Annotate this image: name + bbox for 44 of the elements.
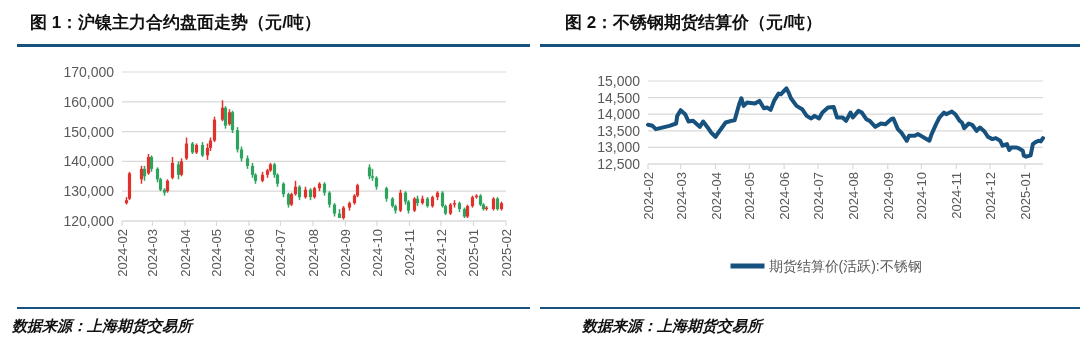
x-tick-label: 2025-02: [499, 229, 514, 277]
line-series: [646, 86, 1045, 159]
chart-title: 图 1：沪镍主力合约盘面走势（元/吨）: [30, 13, 321, 32]
x-tick-label: 2024-12: [433, 229, 449, 277]
y-tick-label: 13,000: [597, 139, 641, 156]
x-tick-label: 2024-11: [949, 172, 965, 219]
y-tick-label: 140,000: [63, 153, 115, 170]
source-note: 数据来源：上海期货交易所: [11, 317, 195, 334]
y-tick-label: 160,000: [63, 93, 115, 110]
y-tick-label: 130,000: [63, 183, 115, 200]
y-tick-label: 150,000: [63, 123, 115, 140]
source-note: 数据来源：上海期货交易所: [581, 317, 765, 334]
x-tick-label: 2024-02: [115, 229, 130, 277]
x-tick-label: 2024-04: [708, 172, 724, 220]
y-tick-label: 13,500: [597, 122, 641, 139]
x-tick-label: 2024-12: [983, 172, 999, 220]
x-tick-label: 2024-05: [209, 229, 225, 277]
y-tick-label: 12,500: [597, 156, 641, 172]
x-tick-label: 2025-01: [466, 229, 482, 277]
y-tick-label: 14,500: [597, 89, 641, 106]
legend: 期货结算价(活跃):不锈钢: [730, 258, 922, 274]
x-tick-label: 2024-08: [305, 229, 321, 277]
x-tick-label: 2024-05: [742, 172, 758, 220]
x-tick-label: 2024-04: [177, 229, 193, 277]
x-tick-label: 2024-07: [273, 229, 289, 277]
x-tick-label: 2024-06: [777, 172, 793, 220]
y-tick-label: 15,000: [597, 73, 641, 89]
x-tick-label: 2024-02: [641, 172, 656, 220]
x-tick-label: 2024-03: [145, 229, 161, 277]
x-tick-label: 2024-11: [402, 229, 418, 276]
chart-title: 图 2：不锈钢期货结算价（元/吨）: [565, 13, 822, 32]
legend-label: 期货结算价(活跃):不锈钢: [768, 258, 922, 274]
x-tick-label: 2024-09: [338, 229, 354, 277]
x-tick-label: 2024-08: [845, 172, 861, 220]
x-tick-label: 2025-01: [1017, 172, 1033, 220]
x-tick-label: 2024-09: [880, 172, 896, 220]
x-tick-label: 2024-07: [810, 172, 826, 220]
y-tick-label: 120,000: [63, 213, 115, 229]
x-tick-label: 2024-06: [241, 229, 257, 277]
x-tick-label: 2024-10: [914, 172, 930, 220]
x-tick-label: 2024-10: [369, 229, 385, 277]
x-tick-label: 2024-03: [673, 172, 689, 220]
y-tick-label: 14,000: [597, 106, 641, 123]
y-tick-label: 170,000: [63, 64, 115, 80]
